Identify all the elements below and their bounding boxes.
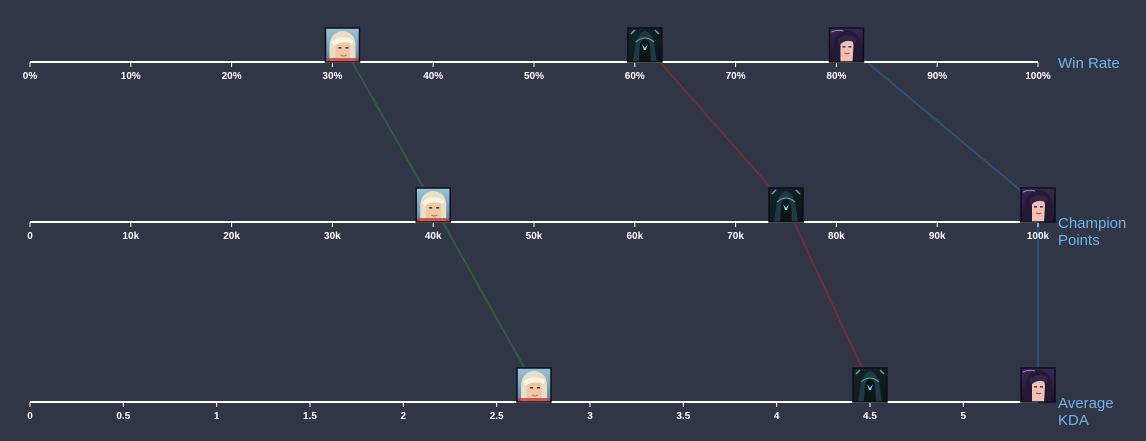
tick-label: 70% (726, 71, 746, 82)
dark-hooded-champion-portrait-icon (852, 367, 888, 403)
portrait-border (768, 187, 804, 223)
purple-haired-champion-portrait-icon (1020, 367, 1056, 403)
tick-label: 3.5 (676, 411, 690, 422)
purple-haired-champion-portrait-icon (828, 27, 865, 63)
tick-label: 70k (727, 231, 744, 242)
tick-label: 1 (214, 411, 220, 422)
portrait-image (1021, 368, 1055, 402)
portrait-image (627, 28, 662, 62)
portrait-border (828, 27, 865, 63)
champion-markers (324, 27, 1056, 403)
blonde-champion-portrait-icon (415, 187, 451, 223)
axis-3: 0 0.5 1 1.5 2 2.5 3 3.5 4 4.5 5 Average KDA (27, 395, 1113, 429)
portrait-image (416, 188, 451, 222)
portrait-image (853, 368, 887, 402)
portrait-image (829, 28, 864, 62)
tick-label: 40k (425, 231, 442, 242)
tick-label: 100k (1027, 231, 1050, 242)
tick-label: 100% (1025, 71, 1051, 82)
portrait-image (1021, 188, 1055, 222)
tick-label: 0 (27, 231, 33, 242)
tick-label: 30% (322, 71, 342, 82)
portrait-image (517, 368, 551, 402)
tick-label: 40% (423, 71, 443, 82)
axes: 0% 10% 20% 30% 40% 50% 60% 70% 80% 90% 100% Win Rat… (23, 55, 1127, 429)
tick-label: 2.5 (490, 411, 504, 422)
tick-label: 0.5 (116, 411, 130, 422)
tick-label: 10% (121, 71, 141, 82)
portrait-image (769, 188, 803, 222)
portrait-border (516, 367, 552, 403)
tick-label: 50% (524, 71, 544, 82)
tick-label: 80k (828, 231, 845, 242)
tick-label: 0 (27, 411, 33, 422)
axis-title: Average KDA (1058, 395, 1114, 429)
tick-label: 10k (122, 231, 139, 242)
axis-title-line: Win Rate (1058, 55, 1120, 72)
tick-label: 90% (927, 71, 947, 82)
axis-title-line: KDA (1058, 412, 1089, 429)
tick-label: 50k (526, 231, 543, 242)
tick-label: 4.5 (863, 411, 877, 422)
tick-label: 60k (626, 231, 643, 242)
axis-title-line: Champion (1058, 215, 1126, 232)
series-line (644, 44, 871, 386)
portrait-border (1020, 367, 1056, 403)
portrait-border (324, 27, 361, 63)
tick-label: 5 (961, 411, 967, 422)
axis-title-line: Average (1058, 395, 1114, 412)
tick-label: 0% (23, 71, 38, 82)
portrait-border (627, 27, 663, 63)
tick-label: 80% (826, 71, 846, 82)
axis-title: Champion Points (1058, 215, 1126, 249)
axis-title: Win Rate (1058, 55, 1120, 72)
axis-2: 0 10k 20k 30k 40k 50k 60k 70k 80k 90k 100k Champion… (27, 215, 1126, 249)
tick-label: 3 (587, 411, 593, 422)
blonde-champion-portrait-icon (516, 367, 552, 403)
tick-label: 60% (625, 71, 645, 82)
tick-label: 90k (929, 231, 946, 242)
tick-label: 4 (774, 411, 780, 422)
portrait-border (852, 367, 888, 403)
tick-label: 20% (222, 71, 242, 82)
blonde-champion-portrait-icon (324, 27, 361, 63)
tick-label: 2 (401, 411, 407, 422)
portrait-image (325, 28, 360, 62)
purple-haired-champion-portrait-icon (1020, 187, 1056, 223)
tick-label: 20k (223, 231, 240, 242)
portrait-border (415, 187, 451, 223)
axis-title-line: Points (1058, 232, 1100, 249)
dark-hooded-champion-portrait-icon (627, 27, 663, 63)
axis-1: 0% 10% 20% 30% 40% 50% 60% 70% 80% 90% 100% Win Rat… (23, 55, 1120, 82)
portrait-border (1020, 187, 1056, 223)
series-line (845, 44, 1039, 385)
dark-hooded-champion-portrait-icon (768, 187, 804, 223)
tick-label: 1.5 (303, 411, 317, 422)
tick-label: 30k (324, 231, 341, 242)
